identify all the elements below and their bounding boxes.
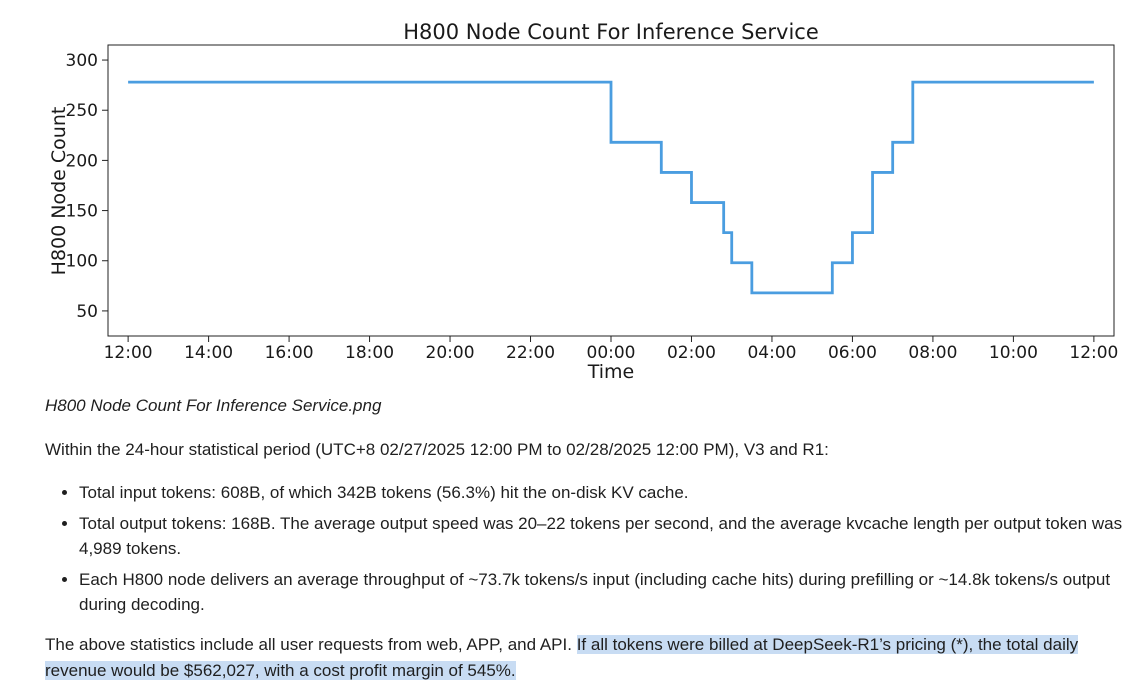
x-tick-label: 08:00 (908, 343, 957, 363)
x-tick-label: 18:00 (345, 343, 394, 363)
x-tick-label: 16:00 (265, 343, 314, 363)
chart: H800 Node Count For Inference Service 50… (48, 20, 1118, 383)
x-tick-label: 02:00 (667, 343, 716, 363)
x-tick-label: 22:00 (506, 343, 555, 363)
y-tick-label: 250 (66, 101, 98, 121)
x-tick-label: 00:00 (587, 343, 636, 363)
stats-list: Total input tokens: 608B, of which 342B … (45, 480, 1146, 623)
figure-caption: H800 Node Count For Inference Service.pn… (45, 396, 382, 415)
summary-text: The above statistics include all user re… (45, 635, 577, 654)
x-tick-label: 14:00 (184, 343, 233, 363)
series-line (128, 80, 1094, 295)
y-tick-label: 150 (66, 202, 98, 222)
x-tick-label: 10:00 (989, 343, 1038, 363)
x-axis-label: Time (587, 361, 635, 383)
y-tick-label: 100 (66, 252, 98, 272)
y-tick-label: 300 (66, 51, 98, 71)
chart-title: H800 Node Count For Inference Service (403, 20, 819, 44)
list-item: Each H800 node delivers an average throu… (79, 567, 1146, 617)
intro-paragraph: Within the 24-hour statistical period (U… (45, 440, 829, 459)
y-axis-label: H800 Node Count (48, 107, 70, 276)
summary-paragraph: The above statistics include all user re… (45, 632, 1115, 684)
list-item: Total output tokens: 168B. The average o… (79, 511, 1146, 561)
x-axis: 12:00 14:00 16:00 18:00 20:00 22:00 00:00 02:00… (104, 336, 1118, 363)
x-tick-label: 06:00 (828, 343, 877, 363)
y-tick-label: 50 (76, 302, 98, 322)
y-tick-label: 200 (66, 151, 98, 171)
x-tick-label: 04:00 (747, 343, 796, 363)
x-tick-label: 12:00 (104, 343, 153, 363)
list-item: Total input tokens: 608B, of which 342B … (79, 480, 1146, 505)
y-axis: 50 100 150 200 250 300 (66, 51, 108, 322)
x-tick-label: 20:00 (426, 343, 475, 363)
x-tick-label: 12:00 (1069, 343, 1118, 363)
